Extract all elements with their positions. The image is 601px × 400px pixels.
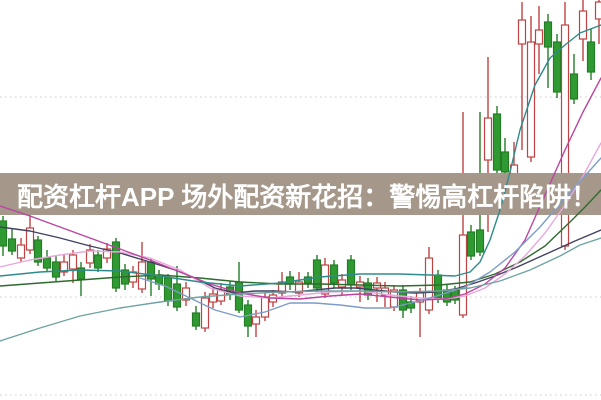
candle-body	[466, 231, 476, 257]
candle-body	[424, 257, 434, 311]
ma-green-line	[0, 189, 601, 287]
gridlines-layer	[0, 96, 601, 396]
candle-body	[260, 296, 270, 318]
candle-body	[33, 239, 43, 263]
candle-body	[398, 289, 408, 311]
ma-cyangray-line	[0, 237, 601, 342]
candle-body	[68, 254, 78, 270]
candle-body	[200, 297, 210, 329]
candle-body	[475, 229, 485, 253]
candle-body	[500, 151, 510, 173]
candle-body	[526, 41, 536, 158]
candle-body	[320, 264, 330, 295]
candle-body	[59, 261, 69, 273]
headline-text: 配资杠杆APP 场外配资新花招：警惕高杠杆陷阱！	[17, 182, 597, 212]
candle-body	[85, 249, 95, 264]
candle-body	[172, 283, 182, 308]
candle-body	[578, 10, 588, 40]
candle-body	[25, 227, 35, 251]
candle-body	[208, 293, 218, 303]
candle-body	[76, 267, 86, 280]
candle-body	[191, 312, 201, 327]
candle-body	[111, 241, 121, 289]
ma-dark-line	[0, 226, 601, 294]
candle-body	[406, 301, 416, 309]
candle-body	[0, 220, 8, 247]
candle-body	[16, 244, 26, 259]
candle-body	[569, 73, 579, 100]
candle-body	[312, 259, 322, 289]
candle-body	[483, 117, 493, 161]
ma-magenta-line	[0, 77, 601, 301]
candle-body	[346, 259, 356, 286]
candle-body	[329, 264, 339, 284]
candle-body	[337, 279, 347, 288]
candle-body	[552, 41, 562, 93]
candle-body	[294, 281, 304, 294]
candle-body	[586, 41, 596, 73]
candle-body	[51, 261, 61, 278]
candle-body	[102, 248, 112, 259]
ma-steelblue-line	[139, 157, 601, 318]
candle-body	[163, 277, 173, 302]
candle-body	[534, 29, 544, 45]
candle-body	[7, 238, 17, 252]
ma-teal-line	[0, 24, 601, 287]
candle-body	[251, 316, 261, 325]
moving-average-lines-layer	[0, 24, 601, 342]
candle-body	[517, 19, 527, 45]
candle-body	[146, 261, 156, 280]
candle-body	[594, 1, 601, 20]
candle-body	[42, 257, 52, 269]
candle-body	[93, 254, 103, 269]
candle-body	[543, 21, 553, 48]
candle-body	[492, 113, 502, 171]
